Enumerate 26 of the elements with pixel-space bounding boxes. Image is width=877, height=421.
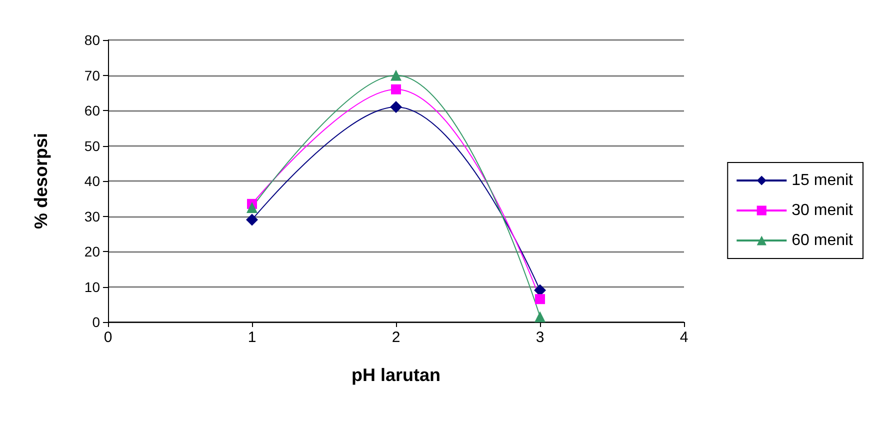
x-tick-label: 4 — [680, 329, 688, 346]
point — [391, 84, 401, 94]
point — [534, 311, 546, 322]
y-tick-label: 0 — [92, 314, 100, 330]
x-tick-label: 1 — [248, 329, 256, 346]
y-tick-label: 80 — [84, 32, 100, 48]
point — [390, 70, 402, 81]
point — [390, 100, 402, 113]
point — [246, 202, 258, 213]
x-axis-title: pH larutan — [351, 365, 441, 385]
y-tick-label: 50 — [84, 138, 100, 154]
x-tick-label: 0 — [104, 329, 112, 346]
legend-label: 60 menit — [792, 232, 854, 249]
y-tick-label: 60 — [84, 102, 100, 118]
y-tick-label: 30 — [84, 208, 100, 224]
legend-label: 15 menit — [792, 172, 854, 189]
y-tick-label: 20 — [84, 244, 100, 260]
x-tick-label: 2 — [392, 329, 400, 346]
x-tick-label: 3 — [536, 329, 544, 346]
y-axis-title: % desorpsi — [31, 132, 51, 230]
legend-label: 30 menit — [792, 202, 854, 219]
y-tick-label: 40 — [84, 173, 100, 189]
point — [246, 214, 258, 226]
y-tick-label: 70 — [84, 67, 100, 84]
y-tick-label: 10 — [84, 278, 100, 295]
point — [535, 294, 545, 304]
